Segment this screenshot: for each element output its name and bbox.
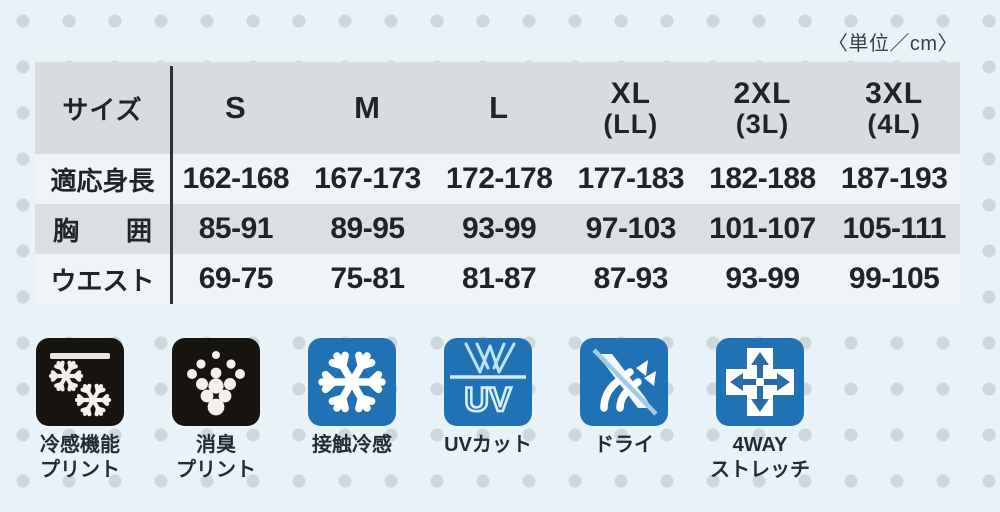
- size-table-container: サイズ S M L XL (LL) 2XL (3L) 3XL (4L) 適応身長 162-168 167…: [35, 62, 960, 304]
- size-table-row: 適応身長 162-168 167-173 172-178 177-183 182-188 1…: [35, 154, 960, 204]
- measurement-value: 172-178: [445, 162, 553, 195]
- feature-cooling-print: 冷感機能 プリント: [34, 338, 126, 483]
- size-table-corner-label: サイズ: [62, 94, 143, 125]
- feature-dry: ドライ: [578, 338, 670, 483]
- feature-uv-cut: UV UVカット: [442, 338, 534, 483]
- four-way-stretch-icon: [716, 338, 804, 426]
- size-column-main-label: M: [354, 89, 381, 125]
- measurement-value: 75-81: [330, 262, 405, 295]
- measurement-value: 97-103: [585, 212, 677, 245]
- deodorant-print-icon: [172, 338, 260, 426]
- feature-label-line2: プリント: [176, 459, 256, 481]
- size-column-main-label: 3XL: [865, 77, 924, 111]
- measurement-value: 101-107: [709, 212, 816, 245]
- size-column-main-label: 2XL: [733, 77, 792, 111]
- measurement-value: 87-93: [593, 262, 669, 295]
- feature-label: 接触冷感: [312, 433, 392, 458]
- feature-deodorant-print: 消臭 プリント: [170, 338, 262, 483]
- feature-label-line1: 消臭: [196, 434, 236, 456]
- measurement-value: 162-168: [182, 162, 290, 195]
- measurement-value: 85-91: [198, 212, 274, 245]
- measurement-value: 105-111: [842, 212, 946, 245]
- size-column-header-m: M: [302, 62, 434, 154]
- size-column-main-label: L: [489, 89, 510, 125]
- size-column-main-label: S: [224, 89, 247, 125]
- feature-label-line1: UVカット: [444, 434, 532, 456]
- measurement-value: 93-99: [725, 262, 800, 295]
- contact-cooling-icon: [308, 338, 396, 426]
- measurement-value: 93-99: [462, 212, 537, 245]
- feature-icon-row: 冷感機能 プリント 消臭 プリント 接触冷感 UV UVカット: [34, 338, 834, 483]
- feature-contact-cooling: 接触冷感: [306, 338, 398, 483]
- feature-label: 消臭 プリント: [176, 433, 256, 483]
- size-column-header-s: S: [170, 62, 302, 154]
- size-column-sub-label: (3L): [735, 108, 790, 139]
- measurement-value: 81-87: [462, 262, 537, 295]
- size-column-header-l: L: [433, 62, 565, 154]
- size-column-main-label: XL: [610, 77, 651, 111]
- feature-label-line1: 4WAY: [732, 434, 788, 456]
- uv-cut-icon: UV: [444, 338, 532, 426]
- measurement-label: ウエスト: [50, 265, 155, 296]
- feature-label: 冷感機能 プリント: [40, 433, 120, 483]
- feature-label: 4WAY ストレッチ: [710, 433, 810, 483]
- measurement-label: 胸囲: [53, 215, 152, 246]
- size-column-sub-label: (4L): [867, 108, 921, 139]
- measurement-value: 177-183: [577, 162, 685, 195]
- measurement-value: 167-173: [314, 162, 421, 195]
- size-column-header-xl: XL (LL): [565, 62, 697, 154]
- feature-label: ドライ: [594, 433, 654, 458]
- feature-label-line1: 冷感機能: [40, 434, 120, 456]
- unit-note: 〈単位／cm〉: [827, 33, 958, 55]
- measurement-value: 69-75: [198, 262, 274, 295]
- measurement-value: 182-188: [709, 162, 816, 195]
- feature-label-line2: プリント: [40, 459, 120, 481]
- size-column-header-2xl: 2XL (3L): [697, 62, 829, 154]
- measurement-value: 89-95: [330, 212, 405, 245]
- measurement-value: 187-193: [840, 162, 948, 195]
- feature-label-line2: ストレッチ: [710, 459, 810, 481]
- svg-text:UV: UV: [464, 381, 512, 419]
- feature-label: UVカット: [444, 433, 532, 458]
- size-table-header-row: サイズ S M L XL (LL) 2XL (3L) 3XL (4L): [35, 62, 960, 154]
- size-table-row: 胸囲 85-91 89-95 93-99 97-103 101-107 105-111: [35, 204, 960, 254]
- feature-label-line1: ドライ: [594, 434, 654, 456]
- feature-four-way-stretch: 4WAY ストレッチ: [710, 338, 810, 483]
- cooling-print-icon: [36, 338, 124, 426]
- size-table-row: ウエスト 69-75 75-81 81-87 87-93 93-99 99-105: [35, 254, 960, 304]
- size-column-header-3xl: 3XL (4L): [828, 62, 960, 154]
- size-table: サイズ S M L XL (LL) 2XL (3L) 3XL (4L) 適応身長 162-168 167…: [35, 62, 960, 304]
- table-label-divider: [170, 66, 173, 304]
- size-column-sub-label: (LL): [603, 108, 659, 139]
- measurement-value: 99-105: [848, 262, 940, 295]
- feature-label-line1: 接触冷感: [312, 434, 392, 456]
- measurement-label: 適応身長: [50, 165, 155, 196]
- dry-icon: [580, 338, 668, 426]
